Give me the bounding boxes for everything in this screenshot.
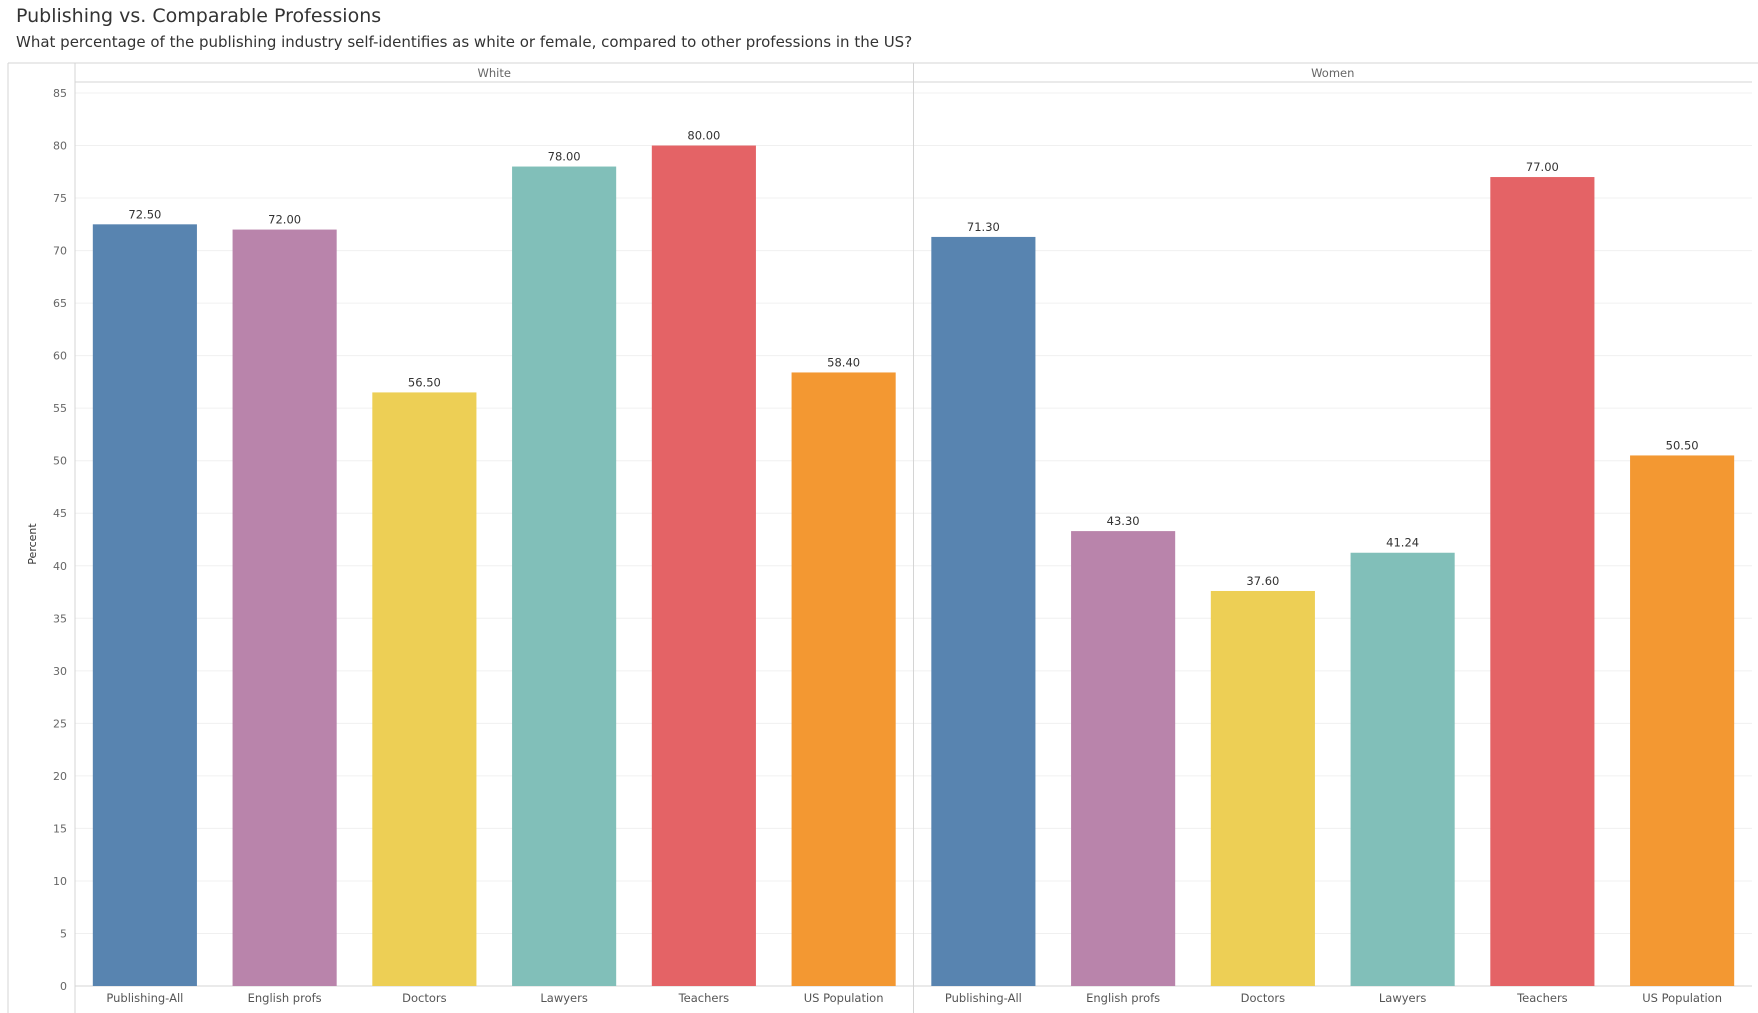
x-tick-label: Lawyers (1379, 991, 1426, 1005)
x-tick-label: Doctors (1241, 991, 1285, 1005)
data-label: 77.00 (1526, 160, 1559, 174)
chart-title: Publishing vs. Comparable Professions (16, 5, 382, 27)
data-label: 41.24 (1386, 536, 1419, 550)
x-tick-label: Publishing-All (945, 991, 1022, 1005)
data-label: 50.50 (1666, 438, 1699, 452)
x-tick-label: Lawyers (540, 991, 587, 1005)
x-tick-label: English profs (248, 991, 322, 1005)
data-label: 56.50 (408, 375, 441, 389)
panel-header-women: Women (1311, 66, 1354, 80)
y-tick-label: 50 (53, 455, 67, 468)
data-label: 71.30 (967, 220, 1000, 234)
y-tick-label: 45 (53, 507, 67, 520)
y-tick-label: 35 (53, 612, 67, 625)
bar-women-teachers[interactable] (1490, 177, 1595, 986)
bar-white-doctors[interactable] (372, 392, 477, 987)
bar-women-publishing-all[interactable] (931, 236, 1036, 986)
bar-women-doctors[interactable] (1210, 590, 1315, 986)
y-tick-label: 75 (53, 192, 67, 205)
data-label: 58.40 (827, 355, 860, 369)
data-label: 72.50 (128, 207, 161, 221)
x-tick-label: Publishing-All (106, 991, 183, 1005)
y-tick-label: 10 (53, 875, 67, 888)
data-label: 78.00 (548, 150, 581, 164)
y-tick-label: 80 (53, 140, 67, 153)
data-label: 80.00 (687, 129, 720, 143)
x-tick-label: US Population (804, 991, 884, 1005)
y-tick-label: 30 (53, 665, 67, 678)
x-tick-label: US Population (1642, 991, 1722, 1005)
y-tick-label: 25 (53, 717, 67, 730)
data-label: 37.60 (1246, 574, 1279, 588)
x-tick-label: Teachers (678, 991, 730, 1005)
y-tick-label: 20 (53, 770, 67, 783)
x-tick-label: Doctors (402, 991, 446, 1005)
panel-header-white: White (478, 66, 511, 80)
x-tick-label: English profs (1086, 991, 1160, 1005)
data-label: 43.30 (1107, 514, 1140, 528)
y-tick-label: 55 (53, 402, 67, 415)
bar-women-english-profs[interactable] (1071, 531, 1176, 986)
y-axis-title: Percent (26, 523, 39, 565)
y-tick-label: 70 (53, 245, 67, 258)
y-tick-label: 5 (60, 927, 67, 940)
bar-white-teachers[interactable] (651, 145, 756, 986)
y-tick-label: 0 (60, 980, 67, 993)
y-tick-label: 40 (53, 560, 67, 573)
y-tick-label: 15 (53, 822, 67, 835)
y-tick-label: 60 (53, 350, 67, 363)
bar-white-lawyers[interactable] (512, 166, 617, 986)
bar-women-us-population[interactable] (1630, 455, 1735, 986)
bar-women-lawyers[interactable] (1350, 552, 1455, 986)
y-tick-label: 85 (53, 87, 67, 100)
bar-white-english-profs[interactable] (232, 229, 337, 986)
bar-white-publishing-all[interactable] (92, 224, 197, 986)
y-tick-label: 65 (53, 297, 67, 310)
chart-subtitle: What percentage of the publishing indust… (16, 33, 913, 51)
data-label: 72.00 (268, 213, 301, 227)
x-tick-label: Teachers (1516, 991, 1568, 1005)
bar-white-us-population[interactable] (791, 372, 896, 986)
